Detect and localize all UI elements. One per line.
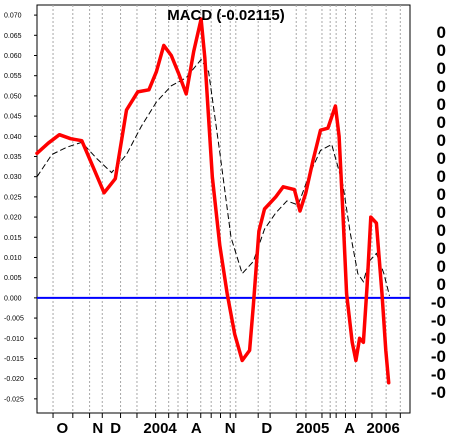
right-axis-label: 0 (437, 41, 446, 60)
right-axis-label: 0 (437, 167, 446, 186)
month-label: D (261, 420, 272, 437)
y-tick-label: 0.040 (4, 134, 22, 141)
macd-line (35, 17, 391, 385)
month-label: A (191, 420, 202, 437)
right-axis-label: 0 (437, 185, 446, 204)
right-axis-label: 0 (437, 149, 446, 168)
right-axis-label: 0 (437, 257, 446, 276)
y-tick-label: 0.010 (4, 255, 22, 262)
right-axis-label: 0 (437, 275, 446, 294)
y-tick-label: 0.015 (4, 235, 22, 242)
right-axis-label: -0 (431, 365, 446, 384)
y-tick-label: 0.070 (4, 13, 22, 20)
month-label: D (110, 420, 121, 437)
y-tick-label: 0.065 (4, 33, 22, 40)
y-tick-label: 0.005 (4, 275, 22, 282)
right-axis-label: -0 (431, 383, 446, 402)
y-tick-label: 0.000 (4, 295, 22, 302)
month-label: O (57, 420, 69, 437)
right-axis-label: 0 (437, 95, 446, 114)
y-tick-label: -0.010 (4, 336, 24, 343)
month-label: N (92, 420, 103, 437)
right-axis-label: 0 (437, 23, 446, 42)
month-label: N (225, 420, 236, 437)
right-axis-label: -0 (431, 293, 446, 312)
y-tick-label: 0.020 (4, 215, 22, 222)
y-tick-label: 0.055 (4, 73, 22, 80)
right-axis-label: -0 (431, 347, 446, 366)
right-axis-label: 0 (437, 59, 446, 78)
right-axis-label: 0 (437, 77, 446, 96)
right-axis-label: 0 (437, 221, 446, 240)
y-tick-label: 0.045 (4, 114, 22, 121)
chart-title: MACD (-0.02115) (167, 7, 285, 24)
month-label: A (344, 420, 355, 437)
y-tick-label: -0.005 (4, 316, 24, 323)
x-axis-ticks (52, 413, 401, 418)
right-axis-label: 0 (437, 203, 446, 222)
right-axis-label: -0 (431, 329, 446, 348)
y-tick-label: -0.015 (4, 356, 24, 363)
x-axis-month-labels: O N D 2004 A N D 2005 A 2006 (57, 420, 400, 437)
right-axis-label: 0 (437, 113, 446, 132)
y-tick-label: -0.020 (4, 376, 24, 383)
month-label: 2006 (366, 420, 399, 437)
y-tick-label: -0.025 (4, 396, 24, 403)
right-axis-label: 0 (437, 239, 446, 258)
y-tick-label: 0.035 (4, 154, 22, 161)
month-label: 2005 (296, 420, 329, 437)
right-axis-label: 0 (437, 131, 446, 150)
y-tick-label: 0.060 (4, 53, 22, 60)
y-tick-label: 0.025 (4, 194, 22, 201)
y-tick-label: 0.030 (4, 174, 22, 181)
y-tick-label: 0.050 (4, 93, 22, 100)
month-label: 2004 (143, 420, 177, 437)
plot-area-frame (36, 4, 411, 414)
right-axis-label: -0 (431, 311, 446, 330)
y-axis-ticks: 0.070 0.065 0.060 0.055 0.050 0.045 0.040 0.035… (4, 13, 37, 403)
